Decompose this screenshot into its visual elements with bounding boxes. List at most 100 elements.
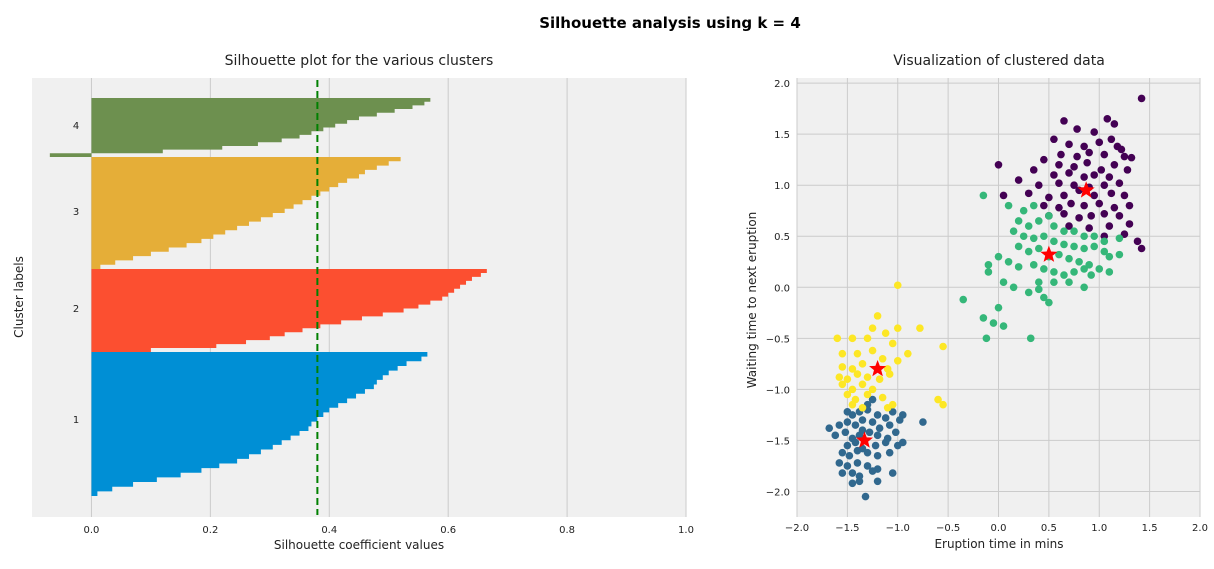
silhouette-x-tick-label: 0.4 <box>321 525 337 536</box>
scatter-point <box>1080 283 1088 292</box>
scatter-point <box>1026 334 1035 343</box>
scatter-point <box>848 400 857 409</box>
scatter-point <box>1040 232 1048 241</box>
silhouette-cluster-2-fill <box>91 269 487 352</box>
scatter-point <box>1090 191 1099 200</box>
scatter-point <box>1105 173 1114 181</box>
scatter-point <box>1120 152 1129 161</box>
scatter-point <box>835 459 844 467</box>
scatter-point <box>1070 163 1078 171</box>
scatter-point <box>1065 254 1073 263</box>
scatter-x-tick-label: 0.0 <box>991 523 1007 534</box>
cluster-scatter-plot: −2.0 −1.5 −1.0 −0.5 0.0 0.5 1.0 1.5 2.0 2.0 1.5 1.… <box>745 53 1208 551</box>
scatter-y-tick-label: 1.5 <box>774 130 790 141</box>
scatter-y-tick-labels: 2.0 1.5 1.0 0.5 0.0 −0.5 −1.0 −1.5 −2.0 <box>766 79 790 498</box>
silhouette-y-axis-label: Cluster labels <box>12 256 26 338</box>
scatter-point <box>1040 201 1048 210</box>
scatter-point <box>1085 224 1093 232</box>
scatter-point <box>863 462 872 470</box>
scatter-point <box>835 421 844 429</box>
scatter-y-tick-label: 0.0 <box>774 283 790 294</box>
scatter-point <box>893 281 902 290</box>
cluster-label: 1 <box>73 415 79 426</box>
scatter-point <box>1065 278 1073 286</box>
scatter-point <box>838 380 847 389</box>
scatter-point <box>898 438 907 447</box>
scatter-point <box>1014 176 1023 184</box>
scatter-point <box>878 393 887 402</box>
scatter-point <box>873 451 882 460</box>
scatter-point <box>1065 140 1073 149</box>
scatter-points <box>825 94 1146 501</box>
silhouette-x-tick-label: 0.0 <box>84 525 100 536</box>
scatter-point <box>1060 240 1068 249</box>
scatter-point <box>1060 191 1068 200</box>
scatter-point <box>881 438 890 447</box>
scatter-point <box>873 411 882 419</box>
scatter-point <box>1029 166 1038 174</box>
silhouette-x-tick-labels: 0.0 0.2 0.4 0.6 0.8 1.0 <box>84 525 694 536</box>
scatter-x-axis-label: Eruption time in mins <box>934 537 1063 551</box>
scatter-point <box>893 324 902 332</box>
silhouette-x-tick-label: 0.6 <box>440 525 456 536</box>
scatter-point <box>1100 237 1109 246</box>
scatter-point <box>885 448 894 457</box>
scatter-point <box>881 329 890 338</box>
scatter-x-tick-label: −1.0 <box>886 523 910 534</box>
scatter-point <box>873 477 882 486</box>
scatter-point <box>835 373 844 381</box>
scatter-point <box>1029 201 1038 210</box>
scatter-point <box>858 426 867 435</box>
silhouette-plot: 0.0 0.2 0.4 0.6 0.8 1.0 1 2 3 4 Silhouette plot … <box>12 53 694 552</box>
scatter-point <box>888 339 897 348</box>
scatter-y-tick-label: −1.0 <box>766 385 790 396</box>
scatter-point <box>1070 242 1078 251</box>
scatter-point <box>848 365 857 373</box>
scatter-point <box>1024 189 1033 198</box>
scatter-point <box>851 438 860 447</box>
scatter-point <box>1117 145 1126 154</box>
scatter-point <box>848 469 857 477</box>
scatter-point <box>979 314 988 322</box>
scatter-point <box>843 441 852 450</box>
scatter-point <box>1137 244 1146 253</box>
scatter-point <box>1080 232 1088 241</box>
scatter-point <box>919 418 927 426</box>
scatter-point <box>1107 135 1116 144</box>
scatter-point <box>994 303 1003 312</box>
scatter-y-axis-label: Waiting time to next eruption <box>745 212 759 389</box>
scatter-point <box>1110 120 1119 128</box>
scatter-point <box>868 467 877 475</box>
scatter-point <box>1035 285 1043 294</box>
scatter-point <box>853 459 862 467</box>
scatter-x-tick-label: 0.5 <box>1041 523 1057 534</box>
scatter-point <box>843 418 852 426</box>
scatter-point <box>1105 252 1114 261</box>
scatter-point <box>916 324 924 332</box>
scatter-point <box>1029 261 1038 269</box>
scatter-point <box>861 492 870 501</box>
scatter-point <box>939 400 947 409</box>
scatter-point <box>868 418 877 426</box>
scatter-x-tick-label: 1.5 <box>1142 523 1158 534</box>
scatter-point <box>1070 227 1078 235</box>
scatter-point <box>1065 169 1073 177</box>
scatter-point <box>1125 220 1134 228</box>
cluster-centroid-star <box>1040 245 1058 262</box>
scatter-point <box>1050 278 1058 286</box>
scatter-point <box>881 414 890 422</box>
scatter-point <box>1090 171 1099 179</box>
scatter-point <box>979 191 988 200</box>
scatter-point <box>1050 222 1058 230</box>
scatter-point <box>1024 247 1033 256</box>
scatter-point <box>989 319 998 327</box>
scatter-point <box>1055 250 1063 259</box>
scatter-point <box>1075 214 1083 222</box>
scatter-point <box>873 431 882 440</box>
scatter-point <box>858 360 867 368</box>
silhouette-x-axis-label: Silhouette coefficient values <box>274 538 444 552</box>
scatter-point <box>1085 148 1093 157</box>
scatter-y-tick-label: 1.0 <box>774 181 790 192</box>
scatter-point <box>959 295 968 304</box>
scatter-point <box>999 191 1008 200</box>
